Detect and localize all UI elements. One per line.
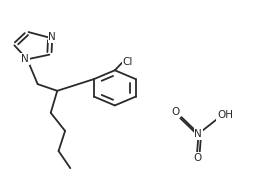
Text: O: O — [171, 107, 180, 117]
Text: Cl: Cl — [123, 57, 133, 67]
Text: N: N — [194, 129, 202, 139]
Text: OH: OH — [217, 110, 233, 120]
Text: O: O — [193, 153, 201, 163]
Text: N: N — [48, 32, 56, 42]
Text: N: N — [21, 54, 29, 64]
